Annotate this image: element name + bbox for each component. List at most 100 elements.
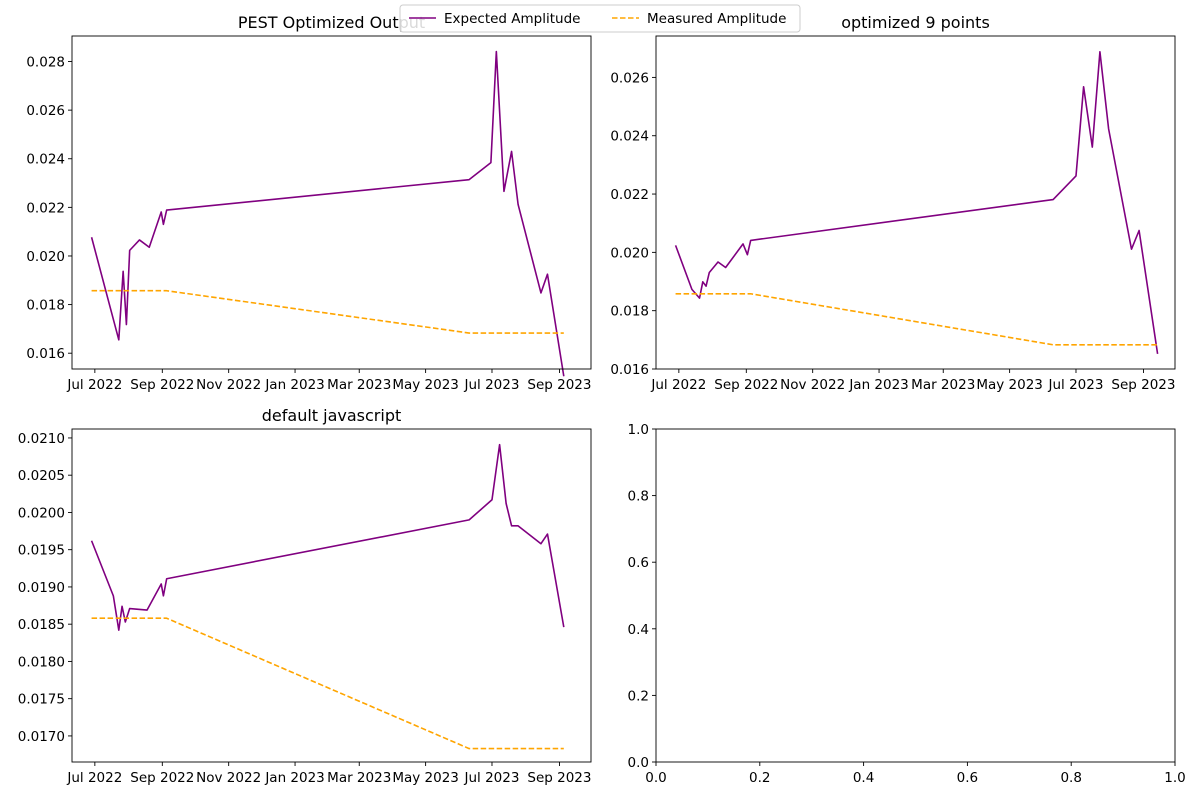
data-point	[166, 617, 168, 619]
y-tick-label: 0.0185	[18, 617, 65, 633]
axes-frame	[71, 428, 592, 763]
data-point	[747, 254, 749, 256]
data-point	[742, 243, 744, 245]
data-point	[1052, 344, 1054, 346]
x-tick-label: Sep 2022	[714, 377, 778, 393]
x-tick-label: Jul 2022	[650, 377, 706, 393]
x-tick-label: May 2023	[392, 770, 459, 786]
x-tick-label: 0.4	[853, 770, 874, 786]
data-point	[1052, 199, 1054, 201]
data-point	[496, 51, 498, 53]
x-tick-label: Sep 2023	[527, 377, 591, 393]
data-point	[750, 293, 752, 295]
data-point	[468, 179, 470, 181]
chart-title: optimized 9 points	[841, 13, 990, 32]
y-tick-label: 0.020	[26, 249, 65, 265]
y-tick-label: 0.026	[610, 70, 649, 86]
y-tick-label: 0.026	[26, 103, 65, 119]
x-tick-label: Sep 2023	[1111, 377, 1175, 393]
y-tick-label: 0.018	[26, 298, 65, 314]
x-tick-label: Jan 2023	[264, 377, 324, 393]
x-tick-label: May 2023	[392, 377, 459, 393]
data-point	[160, 583, 162, 585]
y-tick-label: 0.028	[26, 55, 65, 71]
data-point	[709, 272, 711, 274]
chart-panel-3: Jul 2022 Sep 2022 Nov 2022 Jan 2023 Mar 2023…	[18, 406, 592, 786]
legend-label: Expected Amplitude	[444, 11, 580, 27]
data-point	[491, 499, 493, 501]
x-tick-label: Jul 2022	[66, 770, 122, 786]
series-line-measured-amplitude	[675, 292, 1158, 346]
data-point	[563, 748, 565, 750]
x-tick-label: Jan 2023	[264, 770, 324, 786]
x-tick-label: 0.8	[1060, 770, 1081, 786]
data-point	[505, 503, 507, 505]
x-tick-label: May 2023	[976, 377, 1043, 393]
legend-box	[399, 4, 801, 33]
data-point	[725, 267, 727, 269]
y-tick-label: 0.020	[610, 245, 649, 261]
x-tick-label: 1.0	[1164, 770, 1185, 786]
series-line-measured-amplitude	[91, 617, 564, 750]
y-tick-label: 0.8	[628, 489, 649, 505]
series-line-expected-amplitude	[674, 50, 1159, 354]
y-tick-label: 0.022	[610, 187, 649, 203]
data-point	[490, 162, 492, 164]
y-tick-label: 0.2	[628, 688, 649, 704]
data-point	[121, 606, 123, 608]
data-point	[468, 748, 470, 750]
x-tick-label: Mar 2023	[911, 377, 975, 393]
y-tick-label: 0.016	[610, 362, 649, 378]
y-tick-label: 0.0195	[18, 543, 65, 559]
y-tick-label: 0.4	[628, 622, 649, 638]
data-point	[499, 444, 501, 446]
series-line-expected-amplitude	[90, 443, 565, 631]
data-point	[146, 609, 148, 611]
x-tick-label: Jul 2022	[66, 377, 122, 393]
y-tick-label: 0.0180	[18, 654, 65, 670]
data-point	[126, 324, 128, 326]
x-tick-label: Sep 2022	[130, 377, 194, 393]
x-tick-label: Sep 2023	[527, 770, 591, 786]
data-point	[511, 525, 513, 527]
data-point	[160, 211, 162, 213]
data-point	[91, 290, 93, 292]
data-point	[563, 332, 565, 334]
x-tick-label: 0.2	[749, 770, 770, 786]
y-tick-label: 0.024	[610, 129, 649, 145]
data-point	[129, 608, 131, 610]
data-point	[1108, 128, 1110, 130]
chart-panel-2: Jul 2022 Sep 2022 Nov 2022 Jan 2023 Mar 2023…	[610, 13, 1175, 393]
data-point	[1157, 344, 1159, 346]
data-point	[547, 273, 549, 275]
y-tick-label: 0.0205	[18, 468, 65, 484]
data-point	[750, 240, 752, 242]
data-point	[125, 621, 127, 623]
y-tick-label: 0.024	[26, 152, 65, 168]
x-tick-label: 0.6	[957, 770, 978, 786]
data-point	[139, 239, 141, 241]
x-tick-label: 0.0	[645, 770, 666, 786]
data-point	[113, 595, 115, 597]
data-point	[166, 209, 168, 211]
chart-panel-4: 0.0 0.2 0.4 0.6 0.8 1.0 0.0 0.2 0.4 0.6 0.8 1.0	[628, 422, 1186, 786]
x-tick-label: Jul 2023	[464, 770, 520, 786]
x-tick-label: Jul 2023	[1048, 377, 1104, 393]
data-point	[563, 626, 565, 628]
data-point	[129, 250, 131, 252]
data-point	[691, 289, 693, 291]
data-point	[547, 533, 549, 535]
y-tick-label: 0.016	[26, 346, 65, 362]
data-point	[163, 224, 165, 226]
y-tick-label: 0.0190	[18, 580, 65, 596]
data-point	[148, 246, 150, 248]
data-point	[1092, 146, 1094, 148]
chart-title: PEST Optimized Output	[238, 13, 425, 32]
y-tick-label: 0.0175	[18, 692, 65, 708]
y-tick-label: 1.0	[628, 422, 649, 438]
data-point	[517, 204, 519, 206]
data-point	[1099, 51, 1101, 53]
data-point	[166, 290, 168, 292]
series-line-expected-amplitude	[90, 50, 565, 377]
